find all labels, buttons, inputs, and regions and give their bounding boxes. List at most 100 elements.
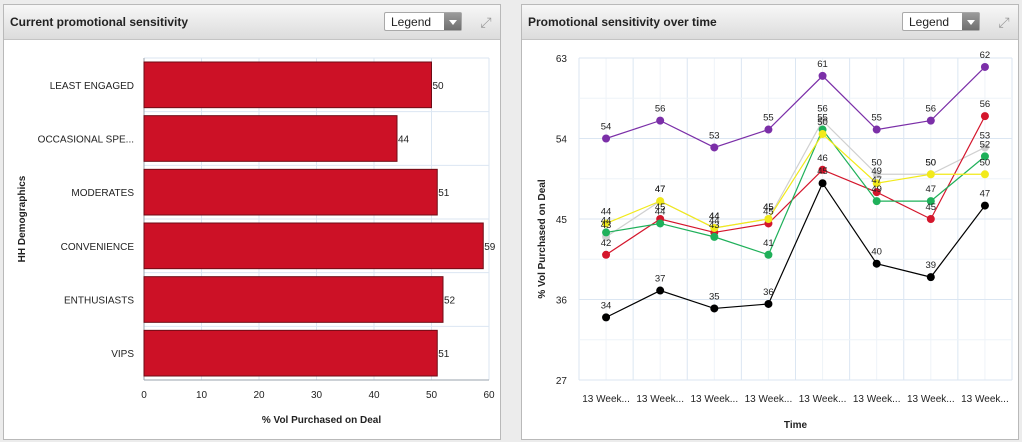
data-label: 47	[980, 189, 991, 200]
data-label: 56	[926, 104, 937, 115]
tick-label: 10	[196, 390, 208, 401]
data-point	[926, 116, 935, 125]
data-point	[872, 170, 881, 179]
data-label: 45	[763, 202, 774, 213]
tick-label: 13 Week...	[853, 394, 901, 405]
data-label: 45	[763, 202, 774, 213]
data-point	[980, 201, 989, 210]
category-label: MODERATES	[71, 188, 134, 199]
data-label: 47	[871, 175, 882, 186]
data-point	[818, 71, 827, 80]
tick-label: 13 Week...	[961, 394, 1009, 405]
series-line	[605, 133, 985, 229]
category-label: OCCASIONAL SPE...	[38, 135, 134, 146]
data-label: 44	[601, 215, 612, 226]
bar-chart-panel: Current promotional sensitivity Legend ⤢…	[3, 4, 501, 440]
x-axis-title: % Vol Purchased on Deal	[262, 415, 382, 426]
legend-dropdown-label: Legend	[909, 15, 950, 29]
data-label: 49	[871, 184, 882, 195]
tick-label: 36	[556, 296, 568, 307]
data-label: 50	[980, 157, 991, 168]
bar	[143, 222, 484, 270]
data-label: 52	[980, 139, 991, 150]
data-label: 46	[817, 153, 828, 164]
data-label: 35	[709, 291, 720, 302]
data-label: 50	[926, 157, 937, 168]
data-label: 53	[980, 130, 991, 141]
tick-label: 50	[426, 390, 438, 401]
data-point	[764, 250, 773, 259]
data-label: 53	[709, 130, 720, 141]
data-label: 61	[817, 59, 828, 70]
series-line	[605, 66, 986, 149]
expand-icon[interactable]: ⤢	[480, 14, 492, 30]
data-point	[818, 130, 827, 139]
data-point	[602, 219, 611, 228]
legend-dropdown[interactable]: Legend	[902, 12, 980, 31]
tick-label: 54	[556, 135, 568, 146]
data-point	[980, 152, 989, 161]
data-label: 59	[484, 242, 496, 253]
bar	[143, 115, 398, 162]
data-label: 40	[871, 247, 882, 258]
data-point	[926, 273, 935, 282]
bar	[143, 276, 444, 323]
data-label: 44	[709, 211, 720, 222]
data-point	[926, 197, 935, 206]
line-chart: 27 36 45 54 63 13 Week... 13 Week... 13 Week...…	[537, 50, 1013, 431]
data-label: 55	[817, 113, 828, 124]
data-point	[602, 228, 611, 237]
tick-label: 13 Week...	[582, 394, 630, 405]
tick-label: 13 Week...	[907, 394, 955, 405]
data-label: 51	[438, 349, 450, 360]
data-point	[602, 134, 611, 143]
data-point	[764, 125, 773, 134]
panel-title: Promotional sensitivity over time	[528, 15, 717, 29]
tick-label: 40	[368, 390, 380, 401]
data-point	[980, 112, 989, 121]
expand-icon[interactable]: ⤢	[998, 14, 1010, 30]
data-point	[980, 62, 989, 71]
legend-dropdown[interactable]: Legend	[384, 12, 462, 31]
tick-label: 13 Week...	[636, 394, 684, 405]
line-chart-panel: Promotional sensitivity over time Legend…	[521, 4, 1019, 440]
data-point	[764, 299, 773, 308]
tick-label: 13 Week...	[799, 394, 847, 405]
data-point	[656, 197, 665, 206]
data-label: 54	[601, 122, 612, 133]
tick-label: 63	[556, 54, 568, 65]
data-label: 56	[817, 104, 828, 115]
data-point	[872, 259, 881, 268]
chevron-down-icon	[962, 13, 979, 30]
tick-label: 60	[483, 390, 495, 401]
x-axis-title: Time	[784, 420, 808, 431]
bar	[143, 168, 438, 216]
tick-label: 27	[556, 376, 568, 387]
data-point	[818, 165, 827, 174]
data-label: 51	[438, 188, 450, 199]
y-axis-title: HH Demographics	[17, 175, 28, 262]
data-point	[710, 304, 719, 313]
data-point	[656, 286, 665, 295]
data-label: 47	[926, 184, 937, 195]
data-label: 47	[655, 184, 666, 195]
data-label: 41	[763, 238, 774, 249]
bar	[143, 329, 438, 377]
data-label: 47	[655, 184, 666, 195]
data-label: 45	[817, 166, 828, 177]
data-label: 45	[655, 202, 666, 213]
data-label: 44	[709, 215, 720, 226]
tick-label: 20	[253, 390, 265, 401]
category-label: LEAST ENGAGED	[50, 81, 134, 92]
data-label: 44	[601, 206, 612, 217]
data-point	[872, 125, 881, 134]
category-label: CONVENIENCE	[61, 242, 135, 253]
data-label: 42	[601, 238, 612, 249]
data-label: 45	[763, 206, 774, 217]
data-label: 36	[763, 287, 774, 298]
data-point	[980, 143, 989, 152]
panel-header: Current promotional sensitivity Legend ⤢	[4, 5, 500, 40]
data-label: 50	[926, 157, 937, 168]
data-label: 55	[871, 113, 882, 124]
data-label: 44	[709, 211, 720, 222]
